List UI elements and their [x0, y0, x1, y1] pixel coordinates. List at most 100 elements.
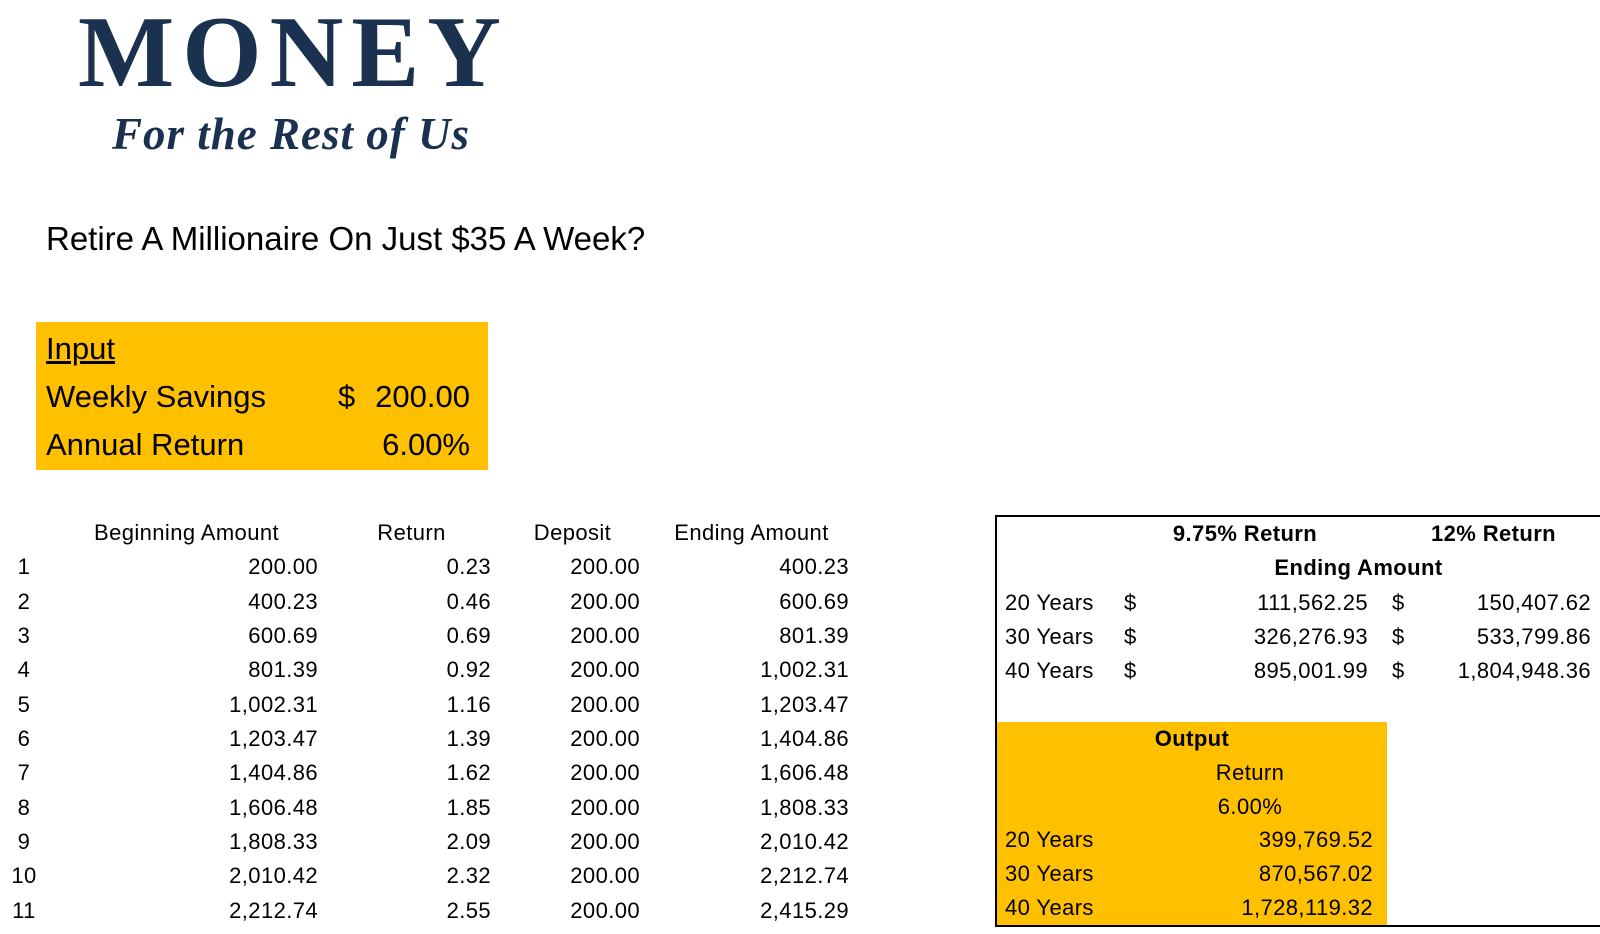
ending-amount-cell: 1,203.47	[760, 691, 849, 717]
ending-amount-cell: 1,002.31	[760, 657, 849, 683]
beginning-amount-cell: 2,010.42	[229, 863, 318, 889]
return-cell: 0.92	[446, 657, 491, 683]
ending-amount-cell: 400.23	[779, 554, 849, 580]
week-number-cell: 11	[12, 897, 36, 923]
beginning-amount-cell: 400.23	[248, 588, 318, 614]
comparison-years-label: 20 Years	[1005, 589, 1094, 615]
beginning-amount-cell: 1,404.86	[229, 760, 318, 786]
weekly-savings-label: Weekly Savings	[46, 379, 266, 414]
currency-symbol: $	[338, 379, 356, 414]
ending-amount-cell: 1,606.48	[760, 760, 849, 786]
ending-amount-cell: 2,010.42	[760, 829, 849, 855]
beginning-amount-cell: 1,002.31	[229, 691, 318, 717]
deposit-cell: 200.00	[570, 726, 640, 752]
output-ending-amount: 1,728,119.32	[1241, 894, 1373, 920]
beginning-amount-cell: 1,203.47	[229, 726, 318, 752]
deposit-cell: 200.00	[570, 794, 640, 820]
weekly-savings-row: Weekly Savings $200.00	[46, 373, 470, 421]
growth-table-row: 3 600.69 0.69 200.00 801.39	[0, 619, 856, 653]
return-975-value-cell: $ 326,276.93	[1110, 620, 1380, 654]
beginning-amount-cell: 600.69	[248, 623, 318, 649]
week-number-cell: 6	[17, 726, 31, 752]
week-number-cell: 8	[17, 794, 31, 820]
comparison-header-row: 9.75% Return 12% Return	[997, 517, 1600, 551]
ending-amount-cell: 1,808.33	[760, 794, 849, 820]
week-number-cell: 1	[17, 554, 31, 580]
weekly-savings-cell[interactable]: $200.00	[338, 373, 470, 421]
return-12-header: 12% Return	[1430, 521, 1557, 546]
return-975-value-cell: $ 895,001.99	[1110, 654, 1380, 688]
brand-logo: MONEY For the Rest of Us	[78, 2, 509, 160]
logo-tagline: For the Rest of Us	[112, 109, 471, 159]
return-cell: 2.32	[446, 863, 491, 889]
week-number-cell: 5	[17, 691, 31, 717]
beginning-amount-cell: 1,606.48	[229, 794, 318, 820]
week-number-cell: 7	[17, 760, 31, 786]
week-number-cell: 9	[17, 829, 31, 855]
comparison-row: 40 Years $ 895,001.99 $ 1,804,948.36	[997, 654, 1600, 688]
deposit-cell: 200.00	[570, 897, 640, 923]
growth-table-row: 2 400.23 0.46 200.00 600.69	[0, 585, 856, 619]
ending-amount-subheader: Ending Amount	[1274, 555, 1443, 581]
growth-table-row: 5 1,002.31 1.16 200.00 1,203.47	[0, 688, 856, 722]
deposit-cell: 200.00	[570, 691, 640, 717]
comparison-subheader-row: Ending Amount	[997, 551, 1600, 585]
output-years-label: 20 Years	[1005, 827, 1094, 853]
output-row: 40 Years 1,728,119.32	[997, 891, 1387, 925]
growth-table-header-row: Beginning Amount Return Deposit Ending A…	[0, 516, 856, 550]
return-cell: 0.69	[446, 623, 491, 649]
return-12-value: 1,804,948.36	[1457, 658, 1591, 684]
growth-table-row: 8 1,606.48 1.85 200.00 1,808.33	[0, 791, 856, 825]
currency-symbol: $	[1124, 623, 1137, 649]
week-header-blank	[0, 516, 48, 550]
growth-table-row: 4 801.39 0.92 200.00 1,002.31	[0, 653, 856, 687]
return-cell: 2.55	[446, 897, 491, 923]
comparison-years-label: 40 Years	[1005, 658, 1094, 684]
input-panel: Input Weekly Savings $200.00 Annual Retu…	[36, 322, 488, 470]
deposit-cell: 200.00	[570, 657, 640, 683]
ending-amount-cell: 2,212.74	[760, 863, 849, 889]
return-cell: 1.85	[446, 794, 491, 820]
logo-wordmark: MONEY	[78, 0, 509, 109]
comparison-years-label: 30 Years	[1005, 623, 1094, 649]
deposit-cell: 200.00	[570, 588, 640, 614]
output-row: 30 Years 870,567.02	[997, 857, 1387, 891]
deposit-cell: 200.00	[570, 829, 640, 855]
deposit-cell: 200.00	[570, 863, 640, 889]
comparison-header-blank	[997, 517, 1110, 551]
deposit-cell: 200.00	[570, 760, 640, 786]
growth-table-row: 11 2,212.74 2.55 200.00 2,415.29	[0, 894, 856, 928]
ending-amount-cell: 801.39	[779, 623, 849, 649]
return-12-value-cell: $ 1,804,948.36	[1380, 654, 1600, 688]
output-row: 20 Years 399,769.52	[997, 823, 1387, 857]
return-12-value: 150,407.62	[1476, 589, 1591, 615]
output-years-label: 30 Years	[1005, 861, 1094, 887]
input-panel-heading: Input	[46, 331, 115, 366]
return-12-value-cell: $ 533,799.86	[1380, 620, 1600, 654]
annual-return-row: Annual Return 6.00%	[46, 421, 470, 469]
comparison-panel: 9.75% Return 12% Return Ending Amount 20…	[995, 515, 1600, 927]
annual-return-label: Annual Return	[46, 427, 245, 462]
currency-symbol: $	[1124, 589, 1137, 615]
return-975-value: 111,562.25	[1257, 589, 1368, 615]
annual-return-cell[interactable]: 6.00%	[382, 427, 470, 462]
return-975-value-cell: $ 111,562.25	[1110, 586, 1380, 620]
ending-amount-cell: 1,404.86	[760, 726, 849, 752]
output-return-label: Return	[1215, 759, 1285, 785]
weekly-savings-value: 200.00	[375, 379, 470, 414]
beginning-amount-cell: 2,212.74	[229, 897, 318, 923]
growth-table-row: 10 2,010.42 2.32 200.00 2,212.74	[0, 859, 856, 893]
output-years-label: 40 Years	[1005, 894, 1094, 920]
week-number-cell: 4	[17, 657, 31, 683]
week-number-cell: 10	[11, 863, 37, 889]
growth-table-row: 9 1,808.33 2.09 200.00 2,010.42	[0, 825, 856, 859]
beginning-amount-cell: 801.39	[248, 657, 318, 683]
output-ending-amount: 870,567.02	[1258, 861, 1373, 887]
return-12-value-cell: $ 150,407.62	[1380, 586, 1600, 620]
return-cell: 1.62	[446, 760, 491, 786]
currency-symbol: $	[1124, 658, 1137, 684]
deposit-cell: 200.00	[570, 623, 640, 649]
growth-table: Beginning Amount Return Deposit Ending A…	[0, 516, 856, 928]
return-cell: 2.09	[446, 829, 491, 855]
page-title: Retire A Millionaire On Just $35 A Week?	[46, 220, 646, 257]
